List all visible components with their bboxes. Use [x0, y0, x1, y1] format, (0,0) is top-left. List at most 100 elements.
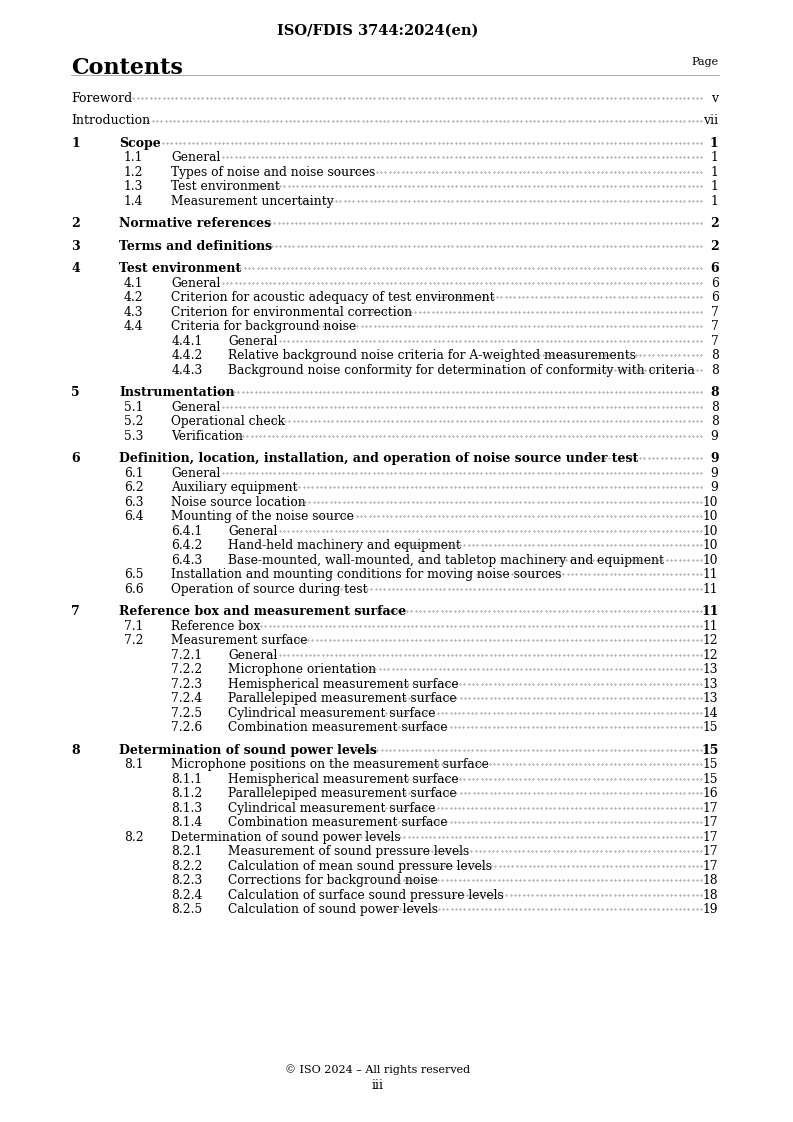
- Text: 15: 15: [703, 773, 718, 787]
- Text: 1: 1: [711, 195, 718, 208]
- Text: 8.2: 8.2: [124, 831, 144, 844]
- Text: Introduction: Introduction: [71, 114, 151, 128]
- Text: General: General: [171, 467, 220, 480]
- Text: 10: 10: [703, 540, 718, 552]
- Text: 8: 8: [711, 401, 718, 414]
- Text: 4.4.3: 4.4.3: [171, 364, 202, 377]
- Text: Cylindrical measurement surface: Cylindrical measurement surface: [228, 707, 436, 720]
- Text: Hand-held machinery and equipment: Hand-held machinery and equipment: [228, 540, 462, 552]
- Text: Test environment: Test environment: [171, 181, 280, 193]
- Text: 17: 17: [703, 802, 718, 815]
- Text: Mounting of the noise source: Mounting of the noise source: [171, 511, 354, 524]
- Text: 7.2: 7.2: [124, 635, 144, 647]
- Text: Verification: Verification: [171, 430, 243, 443]
- Text: 11: 11: [703, 569, 718, 581]
- Text: 7: 7: [711, 306, 718, 319]
- Text: 6.4: 6.4: [124, 511, 144, 524]
- Text: 17: 17: [703, 846, 718, 858]
- Text: 8: 8: [71, 744, 80, 757]
- Text: 8.2.4: 8.2.4: [171, 889, 203, 902]
- Text: 6: 6: [71, 452, 80, 466]
- Text: 18: 18: [703, 874, 718, 888]
- Text: 3: 3: [71, 240, 80, 252]
- Text: 6.4.3: 6.4.3: [171, 554, 202, 567]
- Text: 4.4.1: 4.4.1: [171, 335, 202, 348]
- Text: 6.3: 6.3: [124, 496, 144, 509]
- Text: iii: iii: [371, 1079, 383, 1092]
- Text: 1.4: 1.4: [124, 195, 144, 208]
- Text: 1: 1: [71, 137, 80, 150]
- Text: Corrections for background noise: Corrections for background noise: [228, 874, 439, 888]
- Text: 8.2.3: 8.2.3: [171, 874, 202, 888]
- Text: 17: 17: [703, 817, 718, 829]
- Text: Reference box and measurement surface: Reference box and measurement surface: [119, 606, 406, 618]
- Text: Hemispherical measurement surface: Hemispherical measurement surface: [228, 773, 459, 787]
- Text: 6: 6: [711, 277, 718, 289]
- Text: 7.2.2: 7.2.2: [171, 663, 202, 677]
- Text: Base-mounted, wall-mounted, and tabletop machinery and equipment: Base-mounted, wall-mounted, and tabletop…: [228, 554, 665, 567]
- Text: Terms and definitions: Terms and definitions: [119, 240, 272, 252]
- Text: Calculation of sound power levels: Calculation of sound power levels: [228, 903, 439, 917]
- Text: 4: 4: [71, 263, 80, 276]
- Text: Measurement of sound pressure levels: Measurement of sound pressure levels: [228, 846, 469, 858]
- Text: 10: 10: [703, 496, 718, 509]
- Text: 12: 12: [703, 635, 718, 647]
- Text: Installation and mounting conditions for moving noise sources: Installation and mounting conditions for…: [171, 569, 561, 581]
- Text: 8.2.5: 8.2.5: [171, 903, 202, 917]
- Text: Instrumentation: Instrumentation: [119, 386, 235, 399]
- Text: 7.2.3: 7.2.3: [171, 678, 202, 691]
- Text: Normative references: Normative references: [119, 218, 271, 230]
- Text: 9: 9: [711, 430, 718, 443]
- Text: 8: 8: [711, 364, 718, 377]
- Text: Test environment: Test environment: [119, 263, 241, 276]
- Text: 11: 11: [703, 583, 718, 596]
- Text: 7: 7: [711, 335, 718, 348]
- Text: General: General: [171, 277, 220, 289]
- Text: 6.6: 6.6: [124, 583, 144, 596]
- Text: 1: 1: [710, 137, 718, 150]
- Text: 4.3: 4.3: [124, 306, 144, 319]
- Text: 8: 8: [710, 386, 718, 399]
- Text: 1.3: 1.3: [124, 181, 143, 193]
- Text: 1: 1: [711, 151, 718, 165]
- Text: 6.5: 6.5: [124, 569, 144, 581]
- Text: 1: 1: [711, 181, 718, 193]
- Text: Criteria for background noise: Criteria for background noise: [171, 321, 357, 333]
- Text: Scope: Scope: [119, 137, 161, 150]
- Text: Hemispherical measurement surface: Hemispherical measurement surface: [228, 678, 459, 691]
- Text: 6: 6: [711, 292, 718, 304]
- Text: 17: 17: [703, 831, 718, 844]
- Text: General: General: [228, 525, 278, 539]
- Text: 9: 9: [711, 467, 718, 480]
- Text: 2: 2: [710, 240, 718, 252]
- Text: 11: 11: [703, 620, 718, 633]
- Text: Microphone orientation: Microphone orientation: [228, 663, 377, 677]
- Text: General: General: [228, 649, 278, 662]
- Text: Calculation of surface sound pressure levels: Calculation of surface sound pressure le…: [228, 889, 504, 902]
- Text: 7.2.5: 7.2.5: [171, 707, 202, 720]
- Text: Determination of sound power levels: Determination of sound power levels: [171, 831, 401, 844]
- Text: Microphone positions on the measurement surface: Microphone positions on the measurement …: [171, 758, 489, 772]
- Text: 13: 13: [703, 663, 718, 677]
- Text: 10: 10: [703, 554, 718, 567]
- Text: 18: 18: [703, 889, 718, 902]
- Text: 7.2.4: 7.2.4: [171, 692, 202, 706]
- Text: 6: 6: [710, 263, 718, 276]
- Text: 9: 9: [711, 481, 718, 495]
- Text: v: v: [711, 92, 718, 105]
- Text: Combination measurement surface: Combination measurement surface: [228, 721, 448, 735]
- Text: Definition, location, installation, and operation of noise source under test: Definition, location, installation, and …: [119, 452, 638, 466]
- Text: 7: 7: [71, 606, 80, 618]
- Text: 6.2: 6.2: [124, 481, 144, 495]
- Text: 4.4.2: 4.4.2: [171, 349, 203, 362]
- Text: 15: 15: [703, 721, 718, 735]
- Text: 8.1.3: 8.1.3: [171, 802, 202, 815]
- Text: 8.1: 8.1: [124, 758, 144, 772]
- Text: 15: 15: [701, 744, 718, 757]
- Text: Combination measurement surface: Combination measurement surface: [228, 817, 448, 829]
- Text: 1.1: 1.1: [124, 151, 143, 165]
- Text: Operational check: Operational check: [171, 415, 285, 429]
- Text: 6.4.1: 6.4.1: [171, 525, 202, 539]
- Text: 11: 11: [701, 606, 718, 618]
- Text: 8.2.1: 8.2.1: [171, 846, 202, 858]
